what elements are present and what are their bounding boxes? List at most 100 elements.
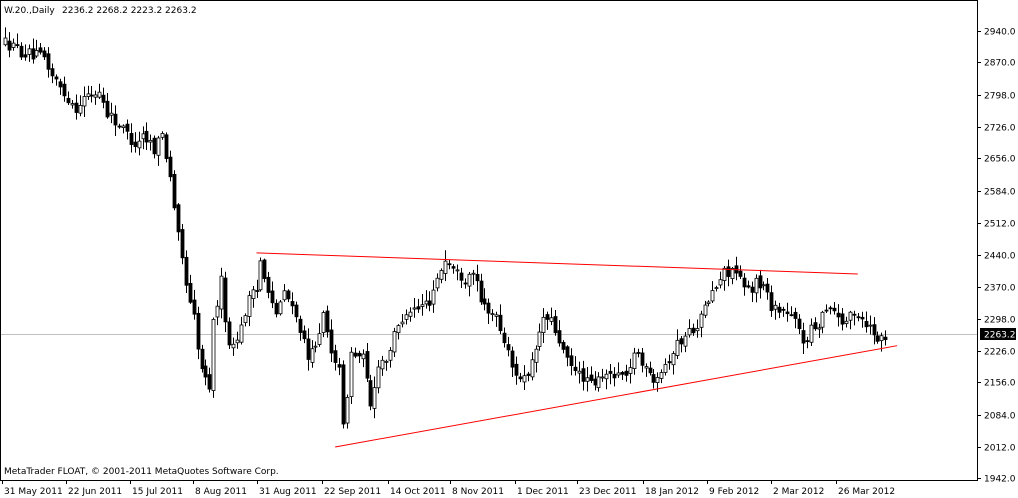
candle-body-up bbox=[388, 350, 393, 361]
candle-body-down bbox=[746, 285, 751, 288]
candle-body-up bbox=[86, 93, 91, 97]
candle-body-down bbox=[270, 290, 275, 304]
candle-body-up bbox=[628, 367, 633, 374]
candle-body-down bbox=[447, 263, 452, 266]
candle-body-down bbox=[667, 361, 672, 364]
candle-body-down bbox=[262, 259, 267, 279]
candle-body-down bbox=[624, 370, 629, 376]
candle-body-down bbox=[416, 306, 421, 310]
candle-body-down bbox=[266, 276, 271, 293]
candle-body-down bbox=[368, 380, 373, 407]
candle-body-down bbox=[38, 47, 43, 53]
candle-body-up bbox=[439, 270, 444, 280]
y-axis: 2940.0 2870.0 2798.0 2726.0 2656.0 2584.0 2512… bbox=[977, 28, 1016, 485]
candle-body-down bbox=[864, 321, 869, 328]
candle-body-down bbox=[840, 313, 845, 325]
candle-body-down bbox=[105, 100, 110, 118]
candle-body-down bbox=[255, 290, 260, 292]
current-price-label: 2263.2 bbox=[980, 328, 1016, 341]
candle-body-down bbox=[526, 373, 531, 376]
candle-body-down bbox=[581, 368, 586, 382]
y-tick-label: 2298.0 bbox=[984, 316, 1016, 326]
candle-body-down bbox=[620, 371, 625, 375]
candle-body-up bbox=[616, 372, 621, 376]
candle-body-up bbox=[467, 273, 472, 287]
candle-body-down bbox=[828, 307, 833, 310]
candle-body-down bbox=[789, 314, 794, 317]
candle-body-down bbox=[589, 374, 594, 381]
y-tick-label: 2726.0 bbox=[984, 124, 1016, 134]
candle-body-down bbox=[565, 346, 570, 358]
candle-body-up bbox=[424, 300, 429, 305]
x-tick-label: 9 Feb 2012 bbox=[709, 487, 759, 497]
candle-body-up bbox=[585, 377, 590, 382]
candle-body-down bbox=[353, 352, 358, 357]
candle-body-up bbox=[600, 376, 605, 379]
candle-body-down bbox=[133, 141, 138, 147]
candle-body-down bbox=[176, 204, 181, 233]
candle-body-up bbox=[695, 328, 700, 332]
candle-body-down bbox=[329, 329, 334, 354]
candle-body-up bbox=[121, 125, 126, 128]
candle-body-down bbox=[860, 316, 865, 320]
candle-body-up bbox=[239, 324, 244, 343]
y-tick-label: 2370.0 bbox=[984, 284, 1016, 294]
candle-body-down bbox=[479, 280, 484, 303]
candle-body-up bbox=[231, 343, 236, 349]
candle-body-up bbox=[235, 339, 240, 344]
candle-body-up bbox=[455, 269, 460, 272]
candle-body-down bbox=[101, 94, 106, 103]
trendlines bbox=[256, 252, 898, 448]
candle-body-up bbox=[431, 289, 436, 305]
candle-body-down bbox=[62, 83, 67, 97]
candle-body-down bbox=[207, 374, 212, 390]
candle-body-up bbox=[663, 364, 668, 373]
candle-body-down bbox=[832, 307, 837, 312]
candle-body-down bbox=[691, 327, 696, 334]
y-tick-label: 1942.0 bbox=[984, 475, 1016, 485]
candle-body-down bbox=[227, 321, 232, 346]
candle-body-up bbox=[211, 319, 216, 391]
candle-body-down bbox=[561, 342, 566, 350]
candle-body-up bbox=[604, 373, 609, 380]
candle-body-up bbox=[34, 50, 39, 57]
candle-body-down bbox=[875, 335, 880, 342]
trendline[interactable] bbox=[335, 345, 898, 448]
candle-body-down bbox=[765, 283, 770, 293]
trendline[interactable] bbox=[256, 252, 858, 275]
candle-body-up bbox=[761, 284, 766, 287]
candle-body-down bbox=[196, 312, 201, 350]
candle-body-down bbox=[125, 123, 130, 132]
candle-body-down bbox=[593, 378, 598, 386]
candle-body-up bbox=[420, 304, 425, 307]
candle-body-up bbox=[11, 42, 16, 48]
candle-body-down bbox=[510, 350, 515, 368]
candle-body-down bbox=[498, 314, 503, 332]
candle-body-up bbox=[345, 396, 350, 424]
copyright-text: MetaTrader FLOAT, © 2001-2011 MetaQuotes… bbox=[4, 467, 279, 477]
candle-body-down bbox=[813, 322, 818, 330]
chart-symbol: W.20.,Daily bbox=[4, 6, 55, 16]
candle-body-down bbox=[58, 81, 63, 88]
candle-body-up bbox=[392, 331, 397, 353]
candle-body-up bbox=[310, 348, 315, 363]
candle-body-down bbox=[172, 173, 177, 209]
candle-body-down bbox=[451, 266, 456, 269]
candle-body-up bbox=[671, 353, 676, 366]
candle-body-down bbox=[742, 277, 747, 288]
candle-body-down bbox=[569, 355, 574, 367]
candle-body-up bbox=[412, 307, 417, 310]
candle-body-up bbox=[349, 351, 354, 397]
candle-body-up bbox=[380, 359, 385, 370]
candle-body-down bbox=[290, 301, 295, 307]
y-tick-label: 2012.0 bbox=[984, 444, 1016, 454]
candle-body-up bbox=[718, 279, 723, 286]
candle-body-up bbox=[313, 345, 318, 348]
y-tick-label: 2512.0 bbox=[984, 220, 1016, 230]
current-price-label-text: 2263.2 bbox=[984, 331, 1016, 341]
candle-body-up bbox=[443, 260, 448, 274]
candle-body-up bbox=[596, 376, 601, 389]
x-axis: 31 May 2011 22 Jun 2011 15 Jul 2011 8 Aug 2… bbox=[2, 480, 895, 497]
candle-body-down bbox=[679, 338, 684, 345]
candle-body-up bbox=[137, 140, 142, 149]
